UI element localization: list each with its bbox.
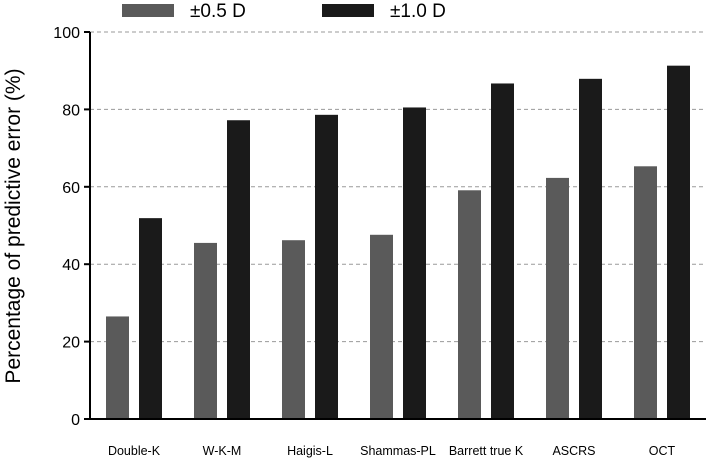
- bar-0-6: [634, 166, 657, 419]
- bar-0-2: [282, 240, 305, 419]
- bar-1-2: [315, 114, 338, 420]
- bar-0-3: [370, 234, 393, 419]
- x-tick-label-2: Haigis-L: [287, 444, 333, 458]
- bar-1-5: [579, 78, 602, 420]
- x-tick-label-4: Barrett true K: [449, 444, 524, 458]
- bar-1-3: [403, 107, 426, 419]
- x-axis-labels: Double-K W-K-M Haigis-L Shammas-PL Barrett t…: [108, 444, 676, 458]
- legend: ±0.5 D ±1.0 D: [122, 1, 446, 22]
- legend-label-0: ±0.5 D: [190, 1, 246, 22]
- legend-swatch-1: [322, 4, 374, 17]
- x-tick-label-6: OCT: [649, 444, 676, 458]
- x-tick-label-0: Double-K: [108, 444, 161, 458]
- legend-swatch-0: [122, 4, 174, 17]
- y-tick-label-60: 60: [62, 180, 80, 197]
- y-tick-label-100: 100: [53, 25, 80, 42]
- y-tick-label-40: 40: [62, 257, 80, 274]
- y-axis-ticks: 0 20 40 60 80 100: [53, 25, 90, 429]
- bars: [106, 65, 690, 420]
- y-tick-label-20: 20: [62, 335, 80, 352]
- bar-1-1: [227, 120, 250, 420]
- bar-1-6: [667, 65, 690, 419]
- gridlines: [90, 31, 706, 343]
- x-tick-label-1: W-K-M: [203, 444, 242, 458]
- y-axis-title: Percentage of predictive error (%): [2, 68, 25, 383]
- y-tick-label-0: 0: [71, 412, 80, 429]
- bar-0-1: [194, 242, 217, 419]
- bar-0-0: [106, 316, 129, 419]
- bar-0-4: [458, 190, 481, 419]
- legend-label-1: ±1.0 D: [390, 1, 446, 22]
- bar-1-0: [139, 218, 162, 419]
- y-tick-label-80: 80: [62, 102, 80, 119]
- x-tick-label-3: Shammas-PL: [360, 444, 436, 458]
- x-tick-label-5: ASCRS: [552, 444, 595, 458]
- bar-0-5: [546, 177, 569, 419]
- bar-1-4: [491, 83, 514, 419]
